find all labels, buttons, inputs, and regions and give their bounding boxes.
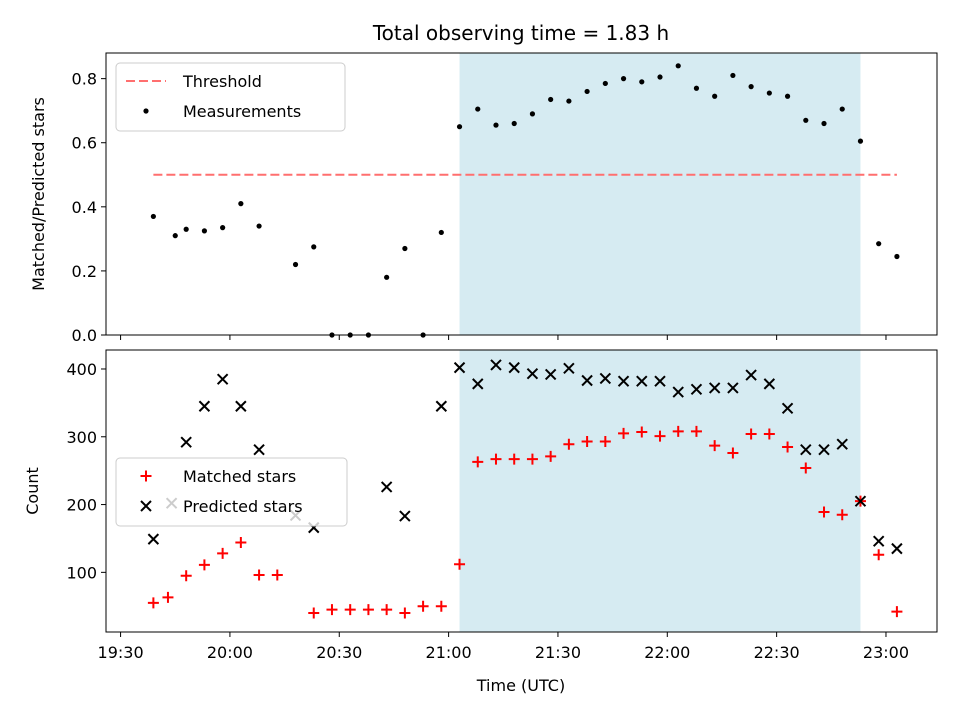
legend: Matched stars Predicted stars [116,458,347,526]
y-tick-label: 0.2 [72,262,97,281]
y-tick-label: 0.4 [72,198,97,217]
x-tick-label: 20:30 [316,643,362,662]
legend-label: Measurements [183,102,301,121]
data-point [730,73,735,78]
y-tick-label: 200 [66,496,97,515]
data-point [530,111,535,116]
observing-window-highlight [460,53,861,335]
data-point [457,124,462,129]
x-tick-label: 20:00 [207,643,253,662]
data-point [603,81,608,86]
data-point [676,63,681,68]
data-point [238,201,243,206]
legend-handle [143,108,148,113]
data-point [858,139,863,144]
y-axis-label: Count [23,467,42,515]
data-point [202,228,207,233]
x-tick-label: 23:00 [863,643,909,662]
data-point [585,89,590,94]
x-axis-label: Time (UTC) [476,676,565,695]
data-point [785,94,790,99]
data-point [621,76,626,81]
x-tick-label: 22:00 [644,643,690,662]
data-point [256,223,261,228]
x-tick-label: 22:30 [754,643,800,662]
data-point [293,262,298,267]
data-point [694,86,699,91]
legend-label: Matched stars [183,467,296,486]
data-point [220,225,225,230]
data-point [512,121,517,126]
x-tick-label: 21:30 [535,643,581,662]
data-point [767,90,772,95]
data-point [894,254,899,259]
data-point [548,97,553,102]
data-point [439,230,444,235]
x-tick-label: 21:00 [426,643,472,662]
data-point [566,98,571,103]
data-point [493,123,498,128]
chart-title: Total observing time = 1.83 h [372,21,669,45]
data-point [639,79,644,84]
y-tick-label: 300 [66,428,97,447]
data-point [840,106,845,111]
y-tick-label: 400 [66,360,97,379]
data-point [712,94,717,99]
data-point [821,121,826,126]
legend-label: Predicted stars [183,497,303,516]
data-point [151,214,156,219]
data-point [384,275,389,280]
data-point [184,227,189,232]
y-tick-label: 100 [66,563,97,582]
data-point [475,106,480,111]
observing-window-highlight [460,350,861,632]
data-point [876,241,881,246]
chart-figure: Total observing time = 1.83 h 0.0 0.2 0.4 0… [0,0,960,720]
x-tick-label: 19:30 [98,643,144,662]
data-point [749,84,754,89]
data-point [402,246,407,251]
data-point [803,118,808,123]
y-tick-label: 0.6 [72,134,97,153]
data-point [311,244,316,249]
data-point [173,233,178,238]
legend-label: Threshold [182,72,262,91]
y-axis-label: Matched/Predicted stars [29,97,48,291]
legend: Threshold Measurements [116,63,345,131]
y-tick-label: 0.0 [72,326,97,345]
data-point [657,74,662,79]
y-tick-label: 0.8 [72,70,97,89]
